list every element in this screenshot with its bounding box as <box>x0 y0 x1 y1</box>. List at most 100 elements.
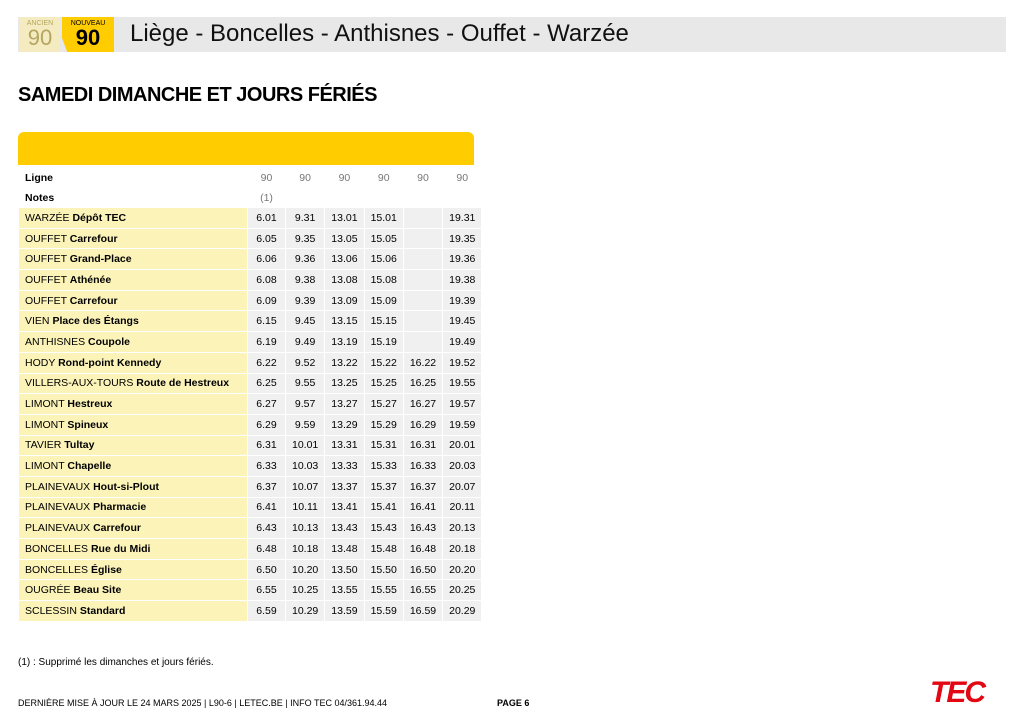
stop-row: BONCELLES Rue du Midi 6.48 10.18 13.48 15.48… <box>18 538 483 560</box>
stop-name: Grand-Place <box>69 253 132 266</box>
town: OUFFET <box>25 253 67 266</box>
stop-row: ANTHISNES Coupole 6.19 9.49 13.19 15.19 19.49 <box>18 331 483 353</box>
time-cell: 19.55 <box>442 372 483 395</box>
time-cell: 16.59 <box>402 600 444 622</box>
time-cell: 20.29 <box>442 600 483 622</box>
time-cell: 6.55 <box>247 579 286 602</box>
time-cell: 6.06 <box>247 248 286 271</box>
time-cell: 16.25 <box>402 372 444 395</box>
stop-cell: OUGRÉE Beau Site <box>18 579 248 602</box>
time-cell: 19.45 <box>442 310 483 333</box>
line-label: Ligne <box>18 167 248 188</box>
page-number: PAGE 6 <box>497 698 530 708</box>
time-cell: 13.08 <box>324 269 365 291</box>
stop-name: Standard <box>79 604 126 617</box>
time-cell: 20.18 <box>442 538 483 560</box>
line-cell: 90 <box>442 167 483 188</box>
time-cell: 16.55 <box>402 579 444 602</box>
stop-name: Carrefour <box>69 294 118 307</box>
stop-row: VILLERS-AUX-TOURS Route de Hestreux 6.25 9… <box>18 372 483 395</box>
time-cell: 15.25 <box>363 372 404 395</box>
time-cell: 16.29 <box>402 413 444 436</box>
time-cell: 13.29 <box>324 413 365 436</box>
stop-cell: PLAINEVAUX Hout-si-Plout <box>18 475 248 498</box>
stop-name: Place des Étangs <box>52 315 139 328</box>
time-cell: 6.05 <box>247 227 286 250</box>
stop-row: OUFFET Carrefour 6.09 9.39 13.09 15.09 19.39 <box>18 289 483 312</box>
stop-cell: BONCELLES Rue du Midi <box>18 538 248 560</box>
time-cell: 20.03 <box>442 455 483 477</box>
time-cell: 15.33 <box>363 455 404 477</box>
time-cell <box>402 269 444 291</box>
town: VILLERS-AUX-TOURS <box>25 377 134 390</box>
time-cell: 6.09 <box>247 289 286 312</box>
time-cell: 13.06 <box>324 248 365 271</box>
line-cell: 90 <box>402 167 444 188</box>
stop-name: Hout-si-Plout <box>93 480 159 493</box>
line-cell: 90 <box>247 167 286 188</box>
stop-name: Pharmacie <box>93 501 147 514</box>
time-cell: 9.31 <box>284 207 326 229</box>
time-cell: 9.38 <box>284 269 326 291</box>
time-cell: 15.43 <box>363 517 404 539</box>
stop-cell: WARZÉE Dépôt TEC <box>18 207 248 229</box>
time-cell: 15.27 <box>363 393 404 415</box>
footer-info: DERNIÈRE MISE À JOUR LE 24 MARS 2025 | L… <box>18 698 387 708</box>
time-cell: 15.59 <box>363 600 404 622</box>
time-cell: 10.25 <box>284 579 326 602</box>
time-cell: 9.49 <box>284 331 326 353</box>
time-cell: 10.03 <box>284 455 326 477</box>
stop-name: Beau Site <box>73 584 122 597</box>
stop-cell: ANTHISNES Coupole <box>18 331 248 353</box>
line-row: Ligne 90 90 90 90 90 90 <box>18 167 483 188</box>
time-cell: 9.45 <box>284 310 326 333</box>
stop-name: Église <box>90 563 122 576</box>
stop-cell: SCLESSIN Standard <box>18 600 248 622</box>
time-cell: 6.27 <box>247 393 286 415</box>
old-number: 90 <box>27 25 53 50</box>
time-cell: 13.05 <box>324 227 365 250</box>
stop-name: Tultay <box>64 439 95 452</box>
title: Liège - Boncelles - Anthisnes - Ouffet -… <box>130 20 629 47</box>
time-cell: 15.22 <box>363 351 404 374</box>
time-cell: 6.22 <box>247 351 286 374</box>
note-cell <box>442 187 483 208</box>
line-cell: 90 <box>363 167 404 188</box>
time-cell: 13.09 <box>324 289 365 312</box>
time-cell <box>402 289 444 312</box>
stop-name: Athénée <box>69 273 112 286</box>
time-cell: 13.43 <box>324 517 365 539</box>
time-cell: 19.35 <box>442 227 483 250</box>
new-label: NOUVEAU <box>70 20 106 27</box>
time-cell: 6.50 <box>247 558 286 581</box>
time-cell: 15.37 <box>363 475 404 498</box>
time-cell: 15.15 <box>363 310 404 333</box>
time-cell: 20.13 <box>442 517 483 539</box>
stop-row: OUGRÉE Beau Site 6.55 10.25 13.55 15.55 16.55… <box>18 579 483 602</box>
time-cell <box>402 207 444 229</box>
time-cell: 15.19 <box>363 331 404 353</box>
stop-cell: LIMONT Spineux <box>18 413 248 436</box>
town: HODY <box>25 356 56 369</box>
time-cell: 13.27 <box>324 393 365 415</box>
time-cell: 6.31 <box>247 434 286 457</box>
time-cell: 13.22 <box>324 351 365 374</box>
stop-row: VIEN Place des Étangs 6.15 9.45 13.15 15.15 1… <box>18 310 483 333</box>
stop-row: PLAINEVAUX Pharmacie 6.41 10.11 13.41 15.41 1… <box>18 496 483 519</box>
stop-row: PLAINEVAUX Carrefour 6.43 10.13 13.43 15.43 1… <box>18 517 483 539</box>
time-cell: 6.41 <box>247 496 286 519</box>
stop-cell: OUFFET Athénée <box>18 269 248 291</box>
time-cell: 13.37 <box>324 475 365 498</box>
stop-row: WARZÉE Dépôt TEC 6.01 9.31 13.01 15.01 19.31 <box>18 207 483 229</box>
stop-cell: PLAINEVAUX Pharmacie <box>18 496 248 519</box>
new-number: 90 <box>75 25 101 50</box>
stop-row: OUFFET Carrefour 6.05 9.35 13.05 15.05 19.35 <box>18 227 483 250</box>
note-cell <box>284 187 326 208</box>
time-cell: 19.57 <box>442 393 483 415</box>
time-cell: 9.57 <box>284 393 326 415</box>
time-cell: 13.31 <box>324 434 365 457</box>
note-cell <box>402 187 444 208</box>
time-cell: 10.11 <box>284 496 326 519</box>
time-cell: 6.33 <box>247 455 286 477</box>
